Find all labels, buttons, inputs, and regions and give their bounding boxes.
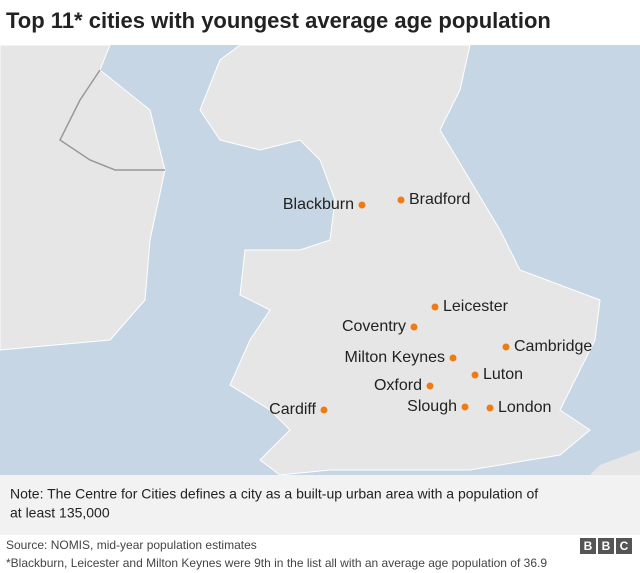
logo-block (580, 538, 596, 554)
note-box (0, 475, 640, 535)
city-dot (461, 403, 469, 411)
ireland (0, 44, 166, 351)
city-dot (426, 382, 434, 390)
city-dot (410, 323, 418, 331)
logo-letter: B (584, 539, 593, 553)
logo: B B C (580, 538, 632, 554)
footnote: *Blackburn, Leicester and Milton Keynes … (6, 556, 547, 570)
city-dot (449, 354, 457, 362)
city-dot (358, 201, 366, 209)
city-label: Cambridge (514, 338, 592, 355)
city-label: Slough (407, 398, 457, 415)
city-dot (397, 196, 405, 204)
cities: Blackburn Bradford Leicester Coventry Cambri… (269, 191, 592, 418)
city-dot (471, 371, 479, 379)
logo-block (598, 538, 614, 554)
city-label: Coventry (342, 318, 406, 335)
city-dot (486, 404, 494, 412)
map (0, 44, 640, 476)
note-line: at least 135,000 (10, 505, 110, 521)
logo-letter: C (620, 539, 629, 553)
note-line: Note: The Centre for Cities defines a ci… (10, 486, 538, 502)
city-label: Blackburn (283, 196, 354, 213)
border (59, 69, 165, 171)
title: Top 11* cities with youngest average age… (6, 8, 551, 33)
city-dot (502, 343, 510, 351)
city-label: Bradford (409, 191, 470, 208)
city-label: Oxford (374, 377, 422, 394)
city-label: London (498, 399, 551, 416)
great-britain (199, 44, 601, 476)
source: Source: NOMIS, mid-year population estim… (6, 538, 257, 552)
logo-block (616, 538, 632, 554)
france (590, 450, 640, 475)
city-dot (431, 303, 439, 311)
city-label: Cardiff (269, 401, 316, 418)
city-label: Leicester (443, 298, 509, 315)
city-label: Luton (483, 366, 523, 383)
city-label: Milton Keynes (345, 349, 446, 366)
logo-letter: B (602, 539, 611, 553)
city-dot (320, 406, 328, 414)
